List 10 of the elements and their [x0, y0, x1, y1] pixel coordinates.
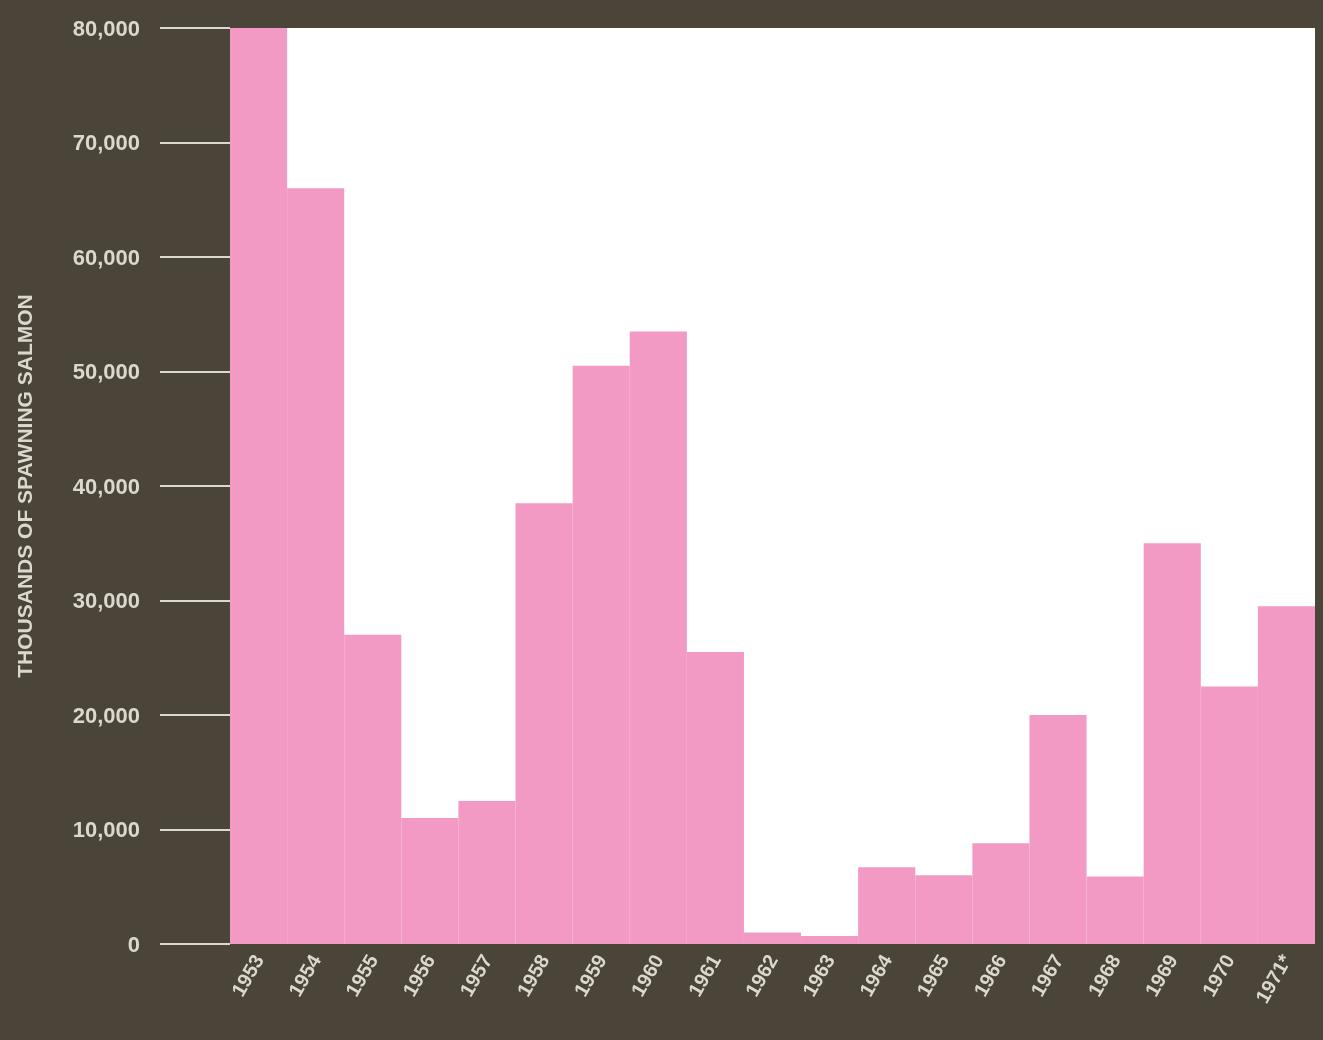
y-axis-title: THOUSANDS OF SPAWNING SALMON [13, 294, 36, 678]
y-tick-label: 40,000 [72, 473, 140, 499]
y-tick-label: 60,000 [72, 244, 140, 270]
y-tick-label: 20,000 [72, 702, 140, 728]
y-tick-label: 70,000 [72, 130, 140, 155]
y-tick-label: 0 [127, 931, 140, 957]
y-tick-label: 80,000 [72, 15, 140, 41]
y-tick-label: 50,000 [72, 359, 140, 384]
y-tick-label: 10,000 [72, 817, 140, 842]
y-tick-label: 30,000 [72, 588, 140, 613]
